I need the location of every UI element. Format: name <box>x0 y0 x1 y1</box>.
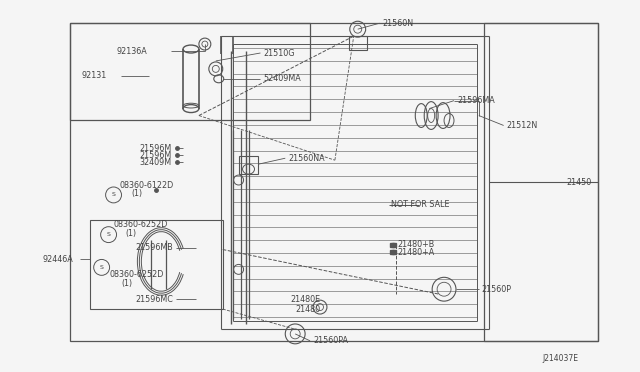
Text: 21480: 21480 <box>295 305 320 314</box>
Text: 92136A: 92136A <box>116 46 147 55</box>
Text: (1): (1) <box>131 189 143 198</box>
Text: 21560N: 21560N <box>383 19 413 28</box>
Text: 21596MC: 21596MC <box>136 295 173 304</box>
Text: 21480+A: 21480+A <box>397 248 435 257</box>
Text: 21596M: 21596M <box>140 144 172 153</box>
Text: S: S <box>107 232 111 237</box>
Text: 21596M: 21596M <box>140 151 172 160</box>
Text: 21510G: 21510G <box>264 48 295 58</box>
Text: 21450: 21450 <box>566 177 591 186</box>
Text: 21480+B: 21480+B <box>397 240 435 249</box>
Text: 21596MA: 21596MA <box>457 96 495 105</box>
Bar <box>484 23 598 341</box>
Text: S: S <box>111 192 115 198</box>
Text: J214037E: J214037E <box>542 354 578 363</box>
Text: 08360-6252D: 08360-6252D <box>113 220 168 229</box>
Text: (1): (1) <box>122 279 132 288</box>
Text: (1): (1) <box>125 229 136 238</box>
Bar <box>90 220 223 309</box>
Bar <box>239 156 259 174</box>
Bar <box>349 36 367 50</box>
Text: 21560PA: 21560PA <box>313 336 348 345</box>
Text: 52409MA: 52409MA <box>264 74 301 83</box>
Text: 21512N: 21512N <box>507 121 538 130</box>
Text: 08360-6252D: 08360-6252D <box>109 270 164 279</box>
Text: 08360-6122D: 08360-6122D <box>120 180 173 189</box>
Text: S: S <box>100 265 104 270</box>
Text: 92131: 92131 <box>82 71 107 80</box>
Text: 21480E: 21480E <box>290 295 321 304</box>
Text: 21560NA: 21560NA <box>288 154 325 163</box>
Text: 32409M: 32409M <box>140 158 172 167</box>
Bar <box>70 23 310 121</box>
Text: 21560P: 21560P <box>482 285 512 294</box>
Text: 92446A: 92446A <box>42 255 73 264</box>
Bar <box>70 23 598 341</box>
Text: 21596MB: 21596MB <box>136 243 173 252</box>
Text: NOT FOR SALE: NOT FOR SALE <box>392 201 450 209</box>
